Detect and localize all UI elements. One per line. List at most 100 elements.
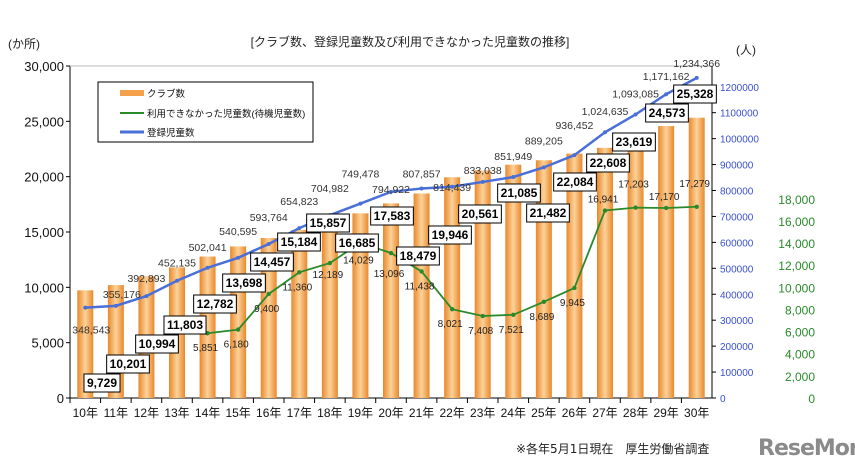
label-waiting-group: 16,941 <box>588 195 619 206</box>
bar-label-box <box>526 203 570 223</box>
label-registered: 794,922 <box>372 184 410 196</box>
label-registered-group: 1,093,085 <box>612 88 659 100</box>
x-tick-label: 15年 <box>225 406 250 420</box>
logo: ReseMom. <box>758 436 855 461</box>
point-waiting <box>327 260 333 266</box>
label-waiting: 11,360 <box>282 282 312 293</box>
bar-label: 16,685 <box>339 236 376 250</box>
legend-label: 利用できなかった児童数(待機児童数) <box>147 108 305 120</box>
label-waiting-group: 9,945 <box>560 298 585 309</box>
right2-tick-label: 4,000 <box>785 348 815 362</box>
bar-label-box <box>553 172 597 192</box>
x-tick-label: 22年 <box>439 406 464 420</box>
right2-tick-label: 14,000 <box>778 237 815 251</box>
point-registered <box>694 75 699 80</box>
point-waiting <box>480 313 485 319</box>
bar-label: 21,085 <box>501 186 538 200</box>
bar-label-box <box>586 153 630 173</box>
bar-label-box <box>370 206 414 226</box>
bar-label: 22,084 <box>557 175 594 189</box>
x-tick-label: 23年 <box>470 406 495 420</box>
point-waiting <box>511 312 516 317</box>
label-waiting-group: 7,521 <box>499 325 524 336</box>
label-registered-group: 502,041 <box>189 242 227 254</box>
bar-label-group: 15,857 <box>306 213 350 233</box>
left-tick-label: 30,000 <box>24 59 64 74</box>
label-registered: 452,135 <box>158 258 196 270</box>
right1-tick-label: 600000 <box>720 238 754 249</box>
bar-label-group: 23,619 <box>612 132 656 152</box>
label-registered: 889,205 <box>525 135 563 147</box>
label-registered-group: 452,135 <box>158 258 196 270</box>
label-waiting-group: 17,279 <box>679 179 710 190</box>
bar-label-group: 18,479 <box>396 246 440 266</box>
label-waiting: 13,096 <box>374 269 405 280</box>
bar-label-group: 14,457 <box>250 252 294 272</box>
label-registered-group: 654,823 <box>280 196 318 208</box>
label-waiting: 8,689 <box>529 312 554 323</box>
x-tick-label: 20年 <box>378 406 403 420</box>
point-waiting <box>235 327 241 332</box>
label-registered: 1,024,635 <box>582 106 629 118</box>
bar-label-box <box>277 232 321 252</box>
bar-label: 19,946 <box>432 228 469 242</box>
point-registered <box>541 165 546 170</box>
x-tick-label: 27年 <box>592 406 617 420</box>
x-tick-label: 21年 <box>409 406 434 420</box>
label-registered: 654,823 <box>280 196 318 208</box>
bar-label-box <box>612 132 656 152</box>
bar-clubs <box>597 147 613 398</box>
right1-tick-label: 100000 <box>720 368 754 379</box>
point-waiting <box>419 269 424 274</box>
label-waiting: 17,203 <box>618 180 649 191</box>
bar-label-group: 22,084 <box>553 172 597 192</box>
bar-clubs <box>413 193 430 398</box>
right1-tick-label: 400000 <box>720 290 754 301</box>
point-registered <box>83 305 88 310</box>
label-waiting: 7,408 <box>468 326 493 337</box>
legend-swatch-clubs <box>120 90 144 96</box>
label-waiting-group: 7,408 <box>468 326 493 337</box>
label-registered-group: 794,922 <box>372 184 410 196</box>
point-registered <box>236 255 241 260</box>
left-tick-label: 15,000 <box>24 225 64 240</box>
right2-tick-label: 2,000 <box>785 370 815 384</box>
x-tick-label: 10年 <box>73 406 98 420</box>
bar-label-group: 12,782 <box>193 294 237 314</box>
bar-label-group: 9,729 <box>83 373 121 393</box>
label-registered: 807,857 <box>403 168 441 180</box>
label-registered: 593,764 <box>250 212 288 224</box>
bar-label: 12,782 <box>197 297 234 311</box>
bar-label-group: 25,328 <box>673 84 717 104</box>
label-waiting: 17,170 <box>649 192 680 203</box>
left-tick-label: 10,000 <box>24 280 64 295</box>
left-tick-label: 25,000 <box>24 114 64 129</box>
point-registered <box>419 186 424 191</box>
bar-label-box <box>250 252 294 272</box>
bar-clubs <box>199 256 216 398</box>
right1-tick-label: 1100000 <box>720 109 759 120</box>
label-waiting: 9,945 <box>560 298 585 309</box>
bar-label: 15,184 <box>281 235 318 249</box>
point-registered <box>633 112 638 117</box>
point-registered <box>450 184 455 189</box>
label-registered: 502,041 <box>189 242 227 254</box>
right2-tick-label: 16,000 <box>778 215 815 229</box>
right1-tick-label: 900000 <box>720 161 754 172</box>
x-tick-label: 13年 <box>164 406 189 420</box>
point-waiting <box>572 285 577 291</box>
right1-tick-label: 0 <box>720 394 726 405</box>
right1-tick-label: 200000 <box>720 342 754 353</box>
label-waiting-group: 12,189 <box>313 270 344 281</box>
point-registered <box>511 175 516 180</box>
left-unit: (か所) <box>8 37 40 51</box>
bar-label-box <box>193 294 237 314</box>
label-waiting-group: 11,438 <box>405 281 435 292</box>
x-tick-label: 11年 <box>104 406 128 420</box>
point-waiting <box>633 205 638 210</box>
label-registered-group: 814,439 <box>433 182 471 194</box>
x-tick-label: 12年 <box>134 406 159 420</box>
label-registered: 1,234,366 <box>673 58 720 70</box>
legend-label: 登録児童数 <box>147 127 195 139</box>
